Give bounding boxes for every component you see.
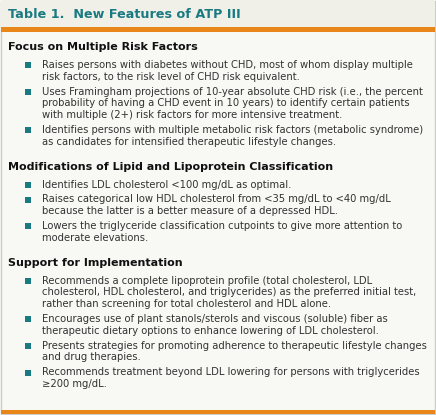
Text: Lowers the triglyceride classification cutpoints to give more attention to: Lowers the triglyceride classification c… xyxy=(42,221,402,231)
Text: risk factors, to the risk level of CHD risk equivalent.: risk factors, to the risk level of CHD r… xyxy=(42,72,300,82)
Bar xyxy=(1,1,435,27)
Bar xyxy=(1,27,435,32)
Bar xyxy=(25,197,31,203)
Bar xyxy=(1,410,435,414)
Text: ≥200 mg/dL.: ≥200 mg/dL. xyxy=(42,379,107,389)
Text: and drug therapies.: and drug therapies. xyxy=(42,352,141,362)
Text: Table 1.  New Features of ATP III: Table 1. New Features of ATP III xyxy=(8,7,241,20)
Text: Identifies LDL cholesterol <100 mg/dL as optimal.: Identifies LDL cholesterol <100 mg/dL as… xyxy=(42,180,291,190)
Text: Support for Implementation: Support for Implementation xyxy=(8,258,183,268)
Text: Encourages use of plant stanols/sterols and viscous (soluble) fiber as: Encourages use of plant stanols/sterols … xyxy=(42,314,388,324)
Bar xyxy=(25,278,31,284)
Text: as candidates for intensified therapeutic lifestyle changes.: as candidates for intensified therapeuti… xyxy=(42,137,336,147)
Bar xyxy=(25,89,31,95)
Bar xyxy=(25,127,31,133)
Text: cholesterol, HDL cholesterol, and triglycerides) as the preferred initial test,: cholesterol, HDL cholesterol, and trigly… xyxy=(42,288,416,298)
Text: Raises persons with diabetes without CHD, most of whom display multiple: Raises persons with diabetes without CHD… xyxy=(42,60,413,70)
Text: Uses Framingham projections of 10-year absolute CHD risk (i.e., the percent: Uses Framingham projections of 10-year a… xyxy=(42,87,423,97)
Text: Recommends a complete lipoprotein profile (total cholesterol, LDL: Recommends a complete lipoprotein profil… xyxy=(42,276,372,286)
Bar xyxy=(25,343,31,349)
Text: probability of having a CHD event in 10 years) to identify certain patients: probability of having a CHD event in 10 … xyxy=(42,98,410,108)
Text: rather than screening for total cholesterol and HDL alone.: rather than screening for total choleste… xyxy=(42,299,331,309)
Text: Modifications of Lipid and Lipoprotein Classification: Modifications of Lipid and Lipoprotein C… xyxy=(8,161,333,171)
Text: because the latter is a better measure of a depressed HDL.: because the latter is a better measure o… xyxy=(42,206,338,216)
Text: Raises categorical low HDL cholesterol from <35 mg/dL to <40 mg/dL: Raises categorical low HDL cholesterol f… xyxy=(42,194,391,205)
Bar xyxy=(25,223,31,229)
Text: Presents strategies for promoting adherence to therapeutic lifestyle changes: Presents strategies for promoting adhere… xyxy=(42,341,427,351)
Text: Recommends treatment beyond LDL lowering for persons with triglycerides: Recommends treatment beyond LDL lowering… xyxy=(42,367,419,377)
Bar xyxy=(25,182,31,188)
Text: Focus on Multiple Risk Factors: Focus on Multiple Risk Factors xyxy=(8,42,198,52)
Text: with multiple (2+) risk factors for more intensive treatment.: with multiple (2+) risk factors for more… xyxy=(42,110,342,120)
Bar xyxy=(25,62,31,68)
Text: therapeutic dietary options to enhance lowering of LDL cholesterol.: therapeutic dietary options to enhance l… xyxy=(42,326,379,336)
Bar xyxy=(25,369,31,376)
Text: moderate elevations.: moderate elevations. xyxy=(42,233,148,243)
Bar xyxy=(25,316,31,322)
Text: Identifies persons with multiple metabolic risk factors (metabolic syndrome): Identifies persons with multiple metabol… xyxy=(42,125,423,135)
